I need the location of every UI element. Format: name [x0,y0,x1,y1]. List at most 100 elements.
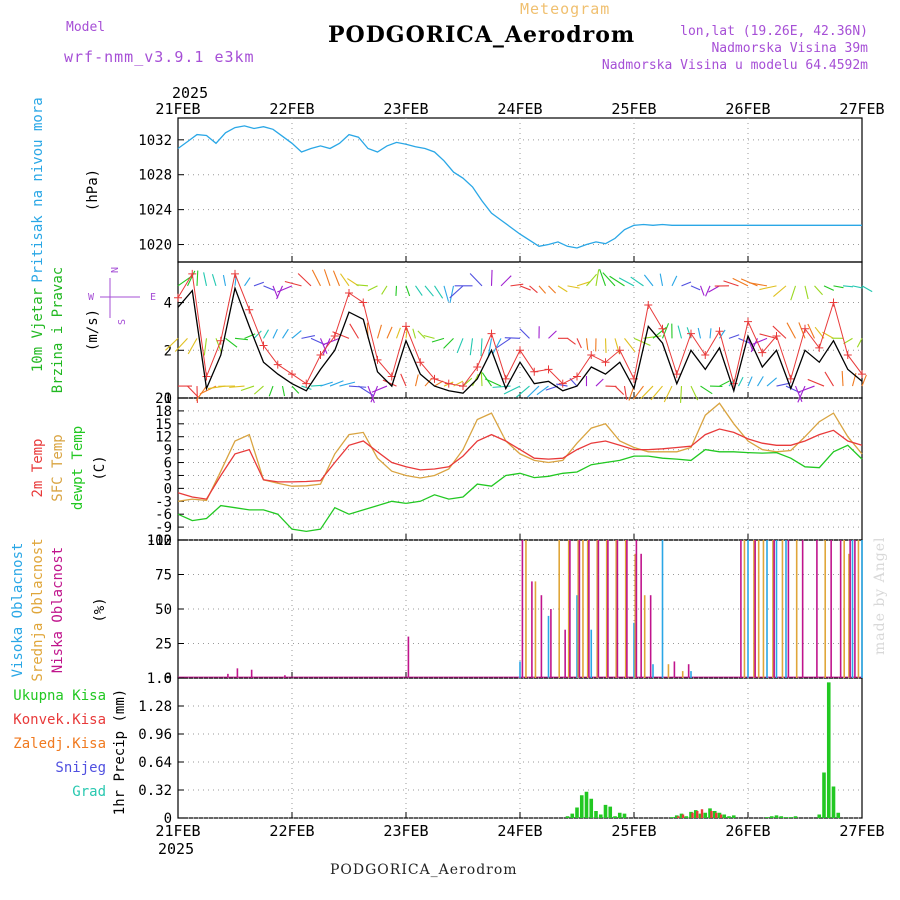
y-tick-label-p3: 0 [164,671,172,687]
gust-marker [516,346,524,355]
precip-legend-3: Snijeg [55,760,106,776]
precip-total-bar [793,816,798,818]
precip-total-bar [670,817,674,818]
wind-barb [277,285,293,293]
pressure-unit: (hPa) [85,169,101,211]
precip-total-bar [784,817,788,818]
y-tick-label-p2: 6 [164,456,172,472]
wind-barb [332,270,341,287]
wind-barb [630,276,644,287]
wind-barb [187,385,199,398]
temp-axis-title-0: 2m Temp [30,438,46,497]
wind-barb [751,337,768,346]
x-tick-label-top: 23FEB [383,100,428,118]
precip-total-bar [570,813,575,818]
wind-barb [738,376,744,387]
wind-barb [301,334,315,339]
wind-barb [203,272,208,286]
x-tick-label-bottom: 22FEB [269,822,314,840]
wind-barb [604,338,607,353]
wind-barb [492,385,511,388]
wind-barb [174,337,188,352]
x-tick-label-bottom: 21FEB [155,822,200,840]
wind-barb [417,330,426,339]
cloud-axis-title-2: Niska Oblacnost [50,547,66,673]
gust-marker [644,300,653,309]
wind-barb [504,337,521,339]
wind-barb [643,274,654,287]
wind-barb [282,328,289,339]
precip-total-bar [693,810,698,818]
wind-barb [490,269,493,286]
lonlat-info: lon,lat (19.26E, 42.36N) [680,24,868,39]
y-tick-label-p2: 3 [164,468,172,484]
gust-marker [501,374,510,383]
y-tick-label-p4: 0.96 [138,727,172,743]
wind-barb [371,385,388,393]
wind-barb [400,373,407,387]
wind-barb [663,385,673,403]
precip-total-bar [608,806,613,818]
y-tick-label-p4: 0.64 [138,755,172,771]
wind-barb [640,385,654,400]
gust-marker [801,324,809,333]
y-tick-label-p2: 18 [155,404,172,420]
wind-barb [225,337,238,348]
wind-barb [281,385,286,397]
wind-barb [740,278,758,287]
sfc-temp-line [177,402,863,502]
wind-barb [609,275,625,287]
wind-barb [538,285,547,294]
wind-barb [340,273,350,287]
gust-marker [687,329,695,338]
wind-barb [790,285,797,301]
x-tick-label-bottom: 26FEB [725,822,770,840]
wind-barb [747,338,754,352]
y-tick-label-p0: 1024 [138,203,172,219]
wind-barb [414,374,419,387]
gust-marker [573,372,581,381]
precip-conv-bar [696,811,699,818]
y-tick-label-p3: 25 [155,637,172,653]
precip-total-bar [589,798,594,818]
wind-barb [469,273,483,287]
wind-barb [861,285,873,293]
wind-barb [272,328,278,339]
precip-total-bar [712,811,717,818]
compass-east: E [150,292,156,303]
wind-barb [263,285,275,291]
altitude-info: Nadmorska Visina 39m [711,41,868,56]
wind-barb [595,269,600,286]
gust-marker [843,351,852,360]
wind-barb [376,324,382,339]
y-tick-label-p2: 21 [155,391,172,407]
wind-barb [732,277,749,287]
precip-total-bar [565,816,570,818]
y-tick-label-p4: 0.32 [138,783,172,799]
wind-barb [253,385,264,395]
precip-total-bar [727,816,731,818]
gust-marker [316,351,325,360]
y-tick-label-p2: 9 [164,443,172,459]
wind-barb [349,323,359,339]
precip-legend-2: Zaledj.Kisa [13,736,106,752]
wind-barb [291,385,300,394]
wind-barb [449,285,455,304]
wind-barb [632,385,644,400]
model-altitude-info: Nadmorska Visina u modelu 64.4592m [601,58,868,73]
wind-barb [633,337,651,347]
gust-marker [530,367,539,376]
wind-barb [449,285,464,299]
x-tick-label-bottom: 25FEB [611,822,656,840]
compass-north: N [110,267,121,273]
wind-barb [301,385,312,390]
wind-barb [786,322,796,339]
precip-total-bar [617,812,622,818]
wind-barb [395,327,401,339]
wind-barb [415,285,423,296]
station-title: PODGORICA_Aerodrom [328,22,636,48]
gust-marker [288,370,296,379]
wind-barb [650,385,663,401]
precip-total-bar [594,811,598,818]
wind-barb [841,370,844,387]
